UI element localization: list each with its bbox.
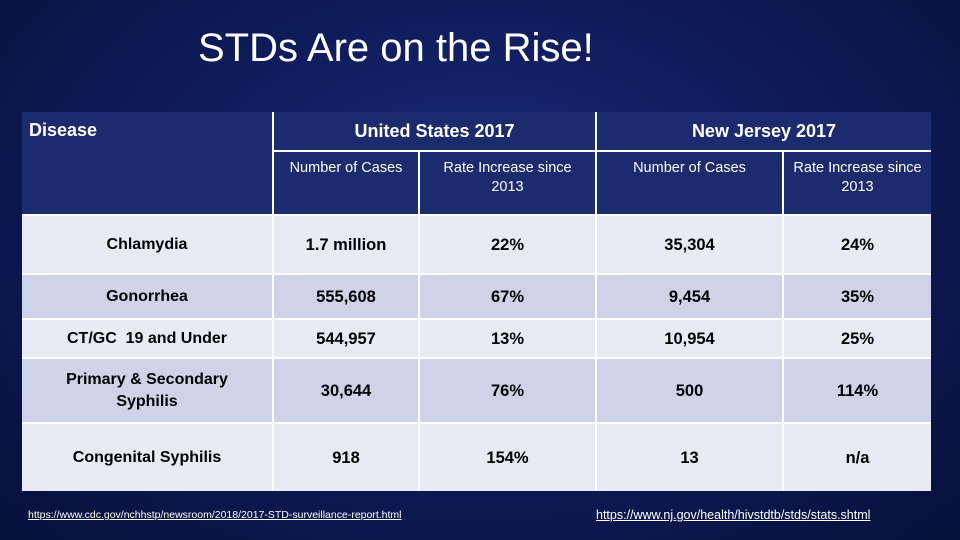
std-statistics-table: Disease United States 2017 New Jersey 20…	[22, 112, 931, 491]
table-cell-us-cases: 30,644	[274, 359, 418, 422]
table-cell-nj-cases: 9,454	[597, 275, 782, 318]
header-us-cases: Number of Cases	[274, 152, 418, 214]
table-cell-nj-rate: 24%	[784, 216, 931, 273]
header-disease: Disease	[22, 112, 272, 214]
header-nj-cases: Number of Cases	[597, 152, 782, 214]
table-row-disease: CT/GC 19 and Under	[22, 320, 272, 357]
header-us-2017: United States 2017	[274, 112, 595, 150]
table-cell-nj-cases: 10,954	[597, 320, 782, 357]
table-cell-us-rate: 154%	[420, 424, 595, 491]
header-nj-2017: New Jersey 2017	[597, 112, 931, 150]
nj-source-link[interactable]: https://www.nj.gov/health/hivstdtb/stds/…	[596, 508, 871, 522]
table-cell-us-rate: 22%	[420, 216, 595, 273]
header-nj-rate: Rate Increase since 2013	[784, 152, 931, 214]
table-cell-us-rate: 67%	[420, 275, 595, 318]
table-cell-nj-cases: 500	[597, 359, 782, 422]
cdc-source-link[interactable]: https://www.cdc.gov/nchhstp/newsroom/201…	[28, 509, 402, 521]
table-cell-nj-rate: 35%	[784, 275, 931, 318]
slide-title: STDs Are on the Rise!	[198, 26, 594, 70]
table-row-disease: Primary & Secondary Syphilis	[22, 359, 272, 422]
table-cell-nj-cases: 13	[597, 424, 782, 491]
table-cell-nj-rate: 25%	[784, 320, 931, 357]
table-cell-us-cases: 918	[274, 424, 418, 491]
table-cell-us-rate: 13%	[420, 320, 595, 357]
table-cell-us-cases: 544,957	[274, 320, 418, 357]
table-cell-us-cases: 555,608	[274, 275, 418, 318]
table-cell-nj-rate: 114%	[784, 359, 931, 422]
table-row-disease: Chlamydia	[22, 216, 272, 273]
table-row-disease: Gonorrhea	[22, 275, 272, 318]
table-cell-nj-cases: 35,304	[597, 216, 782, 273]
table-cell-nj-rate: n/a	[784, 424, 931, 491]
header-us-rate: Rate Increase since 2013	[420, 152, 595, 214]
table-row-disease: Congenital Syphilis	[22, 424, 272, 491]
table-cell-us-cases: 1.7 million	[274, 216, 418, 273]
table-cell-us-rate: 76%	[420, 359, 595, 422]
